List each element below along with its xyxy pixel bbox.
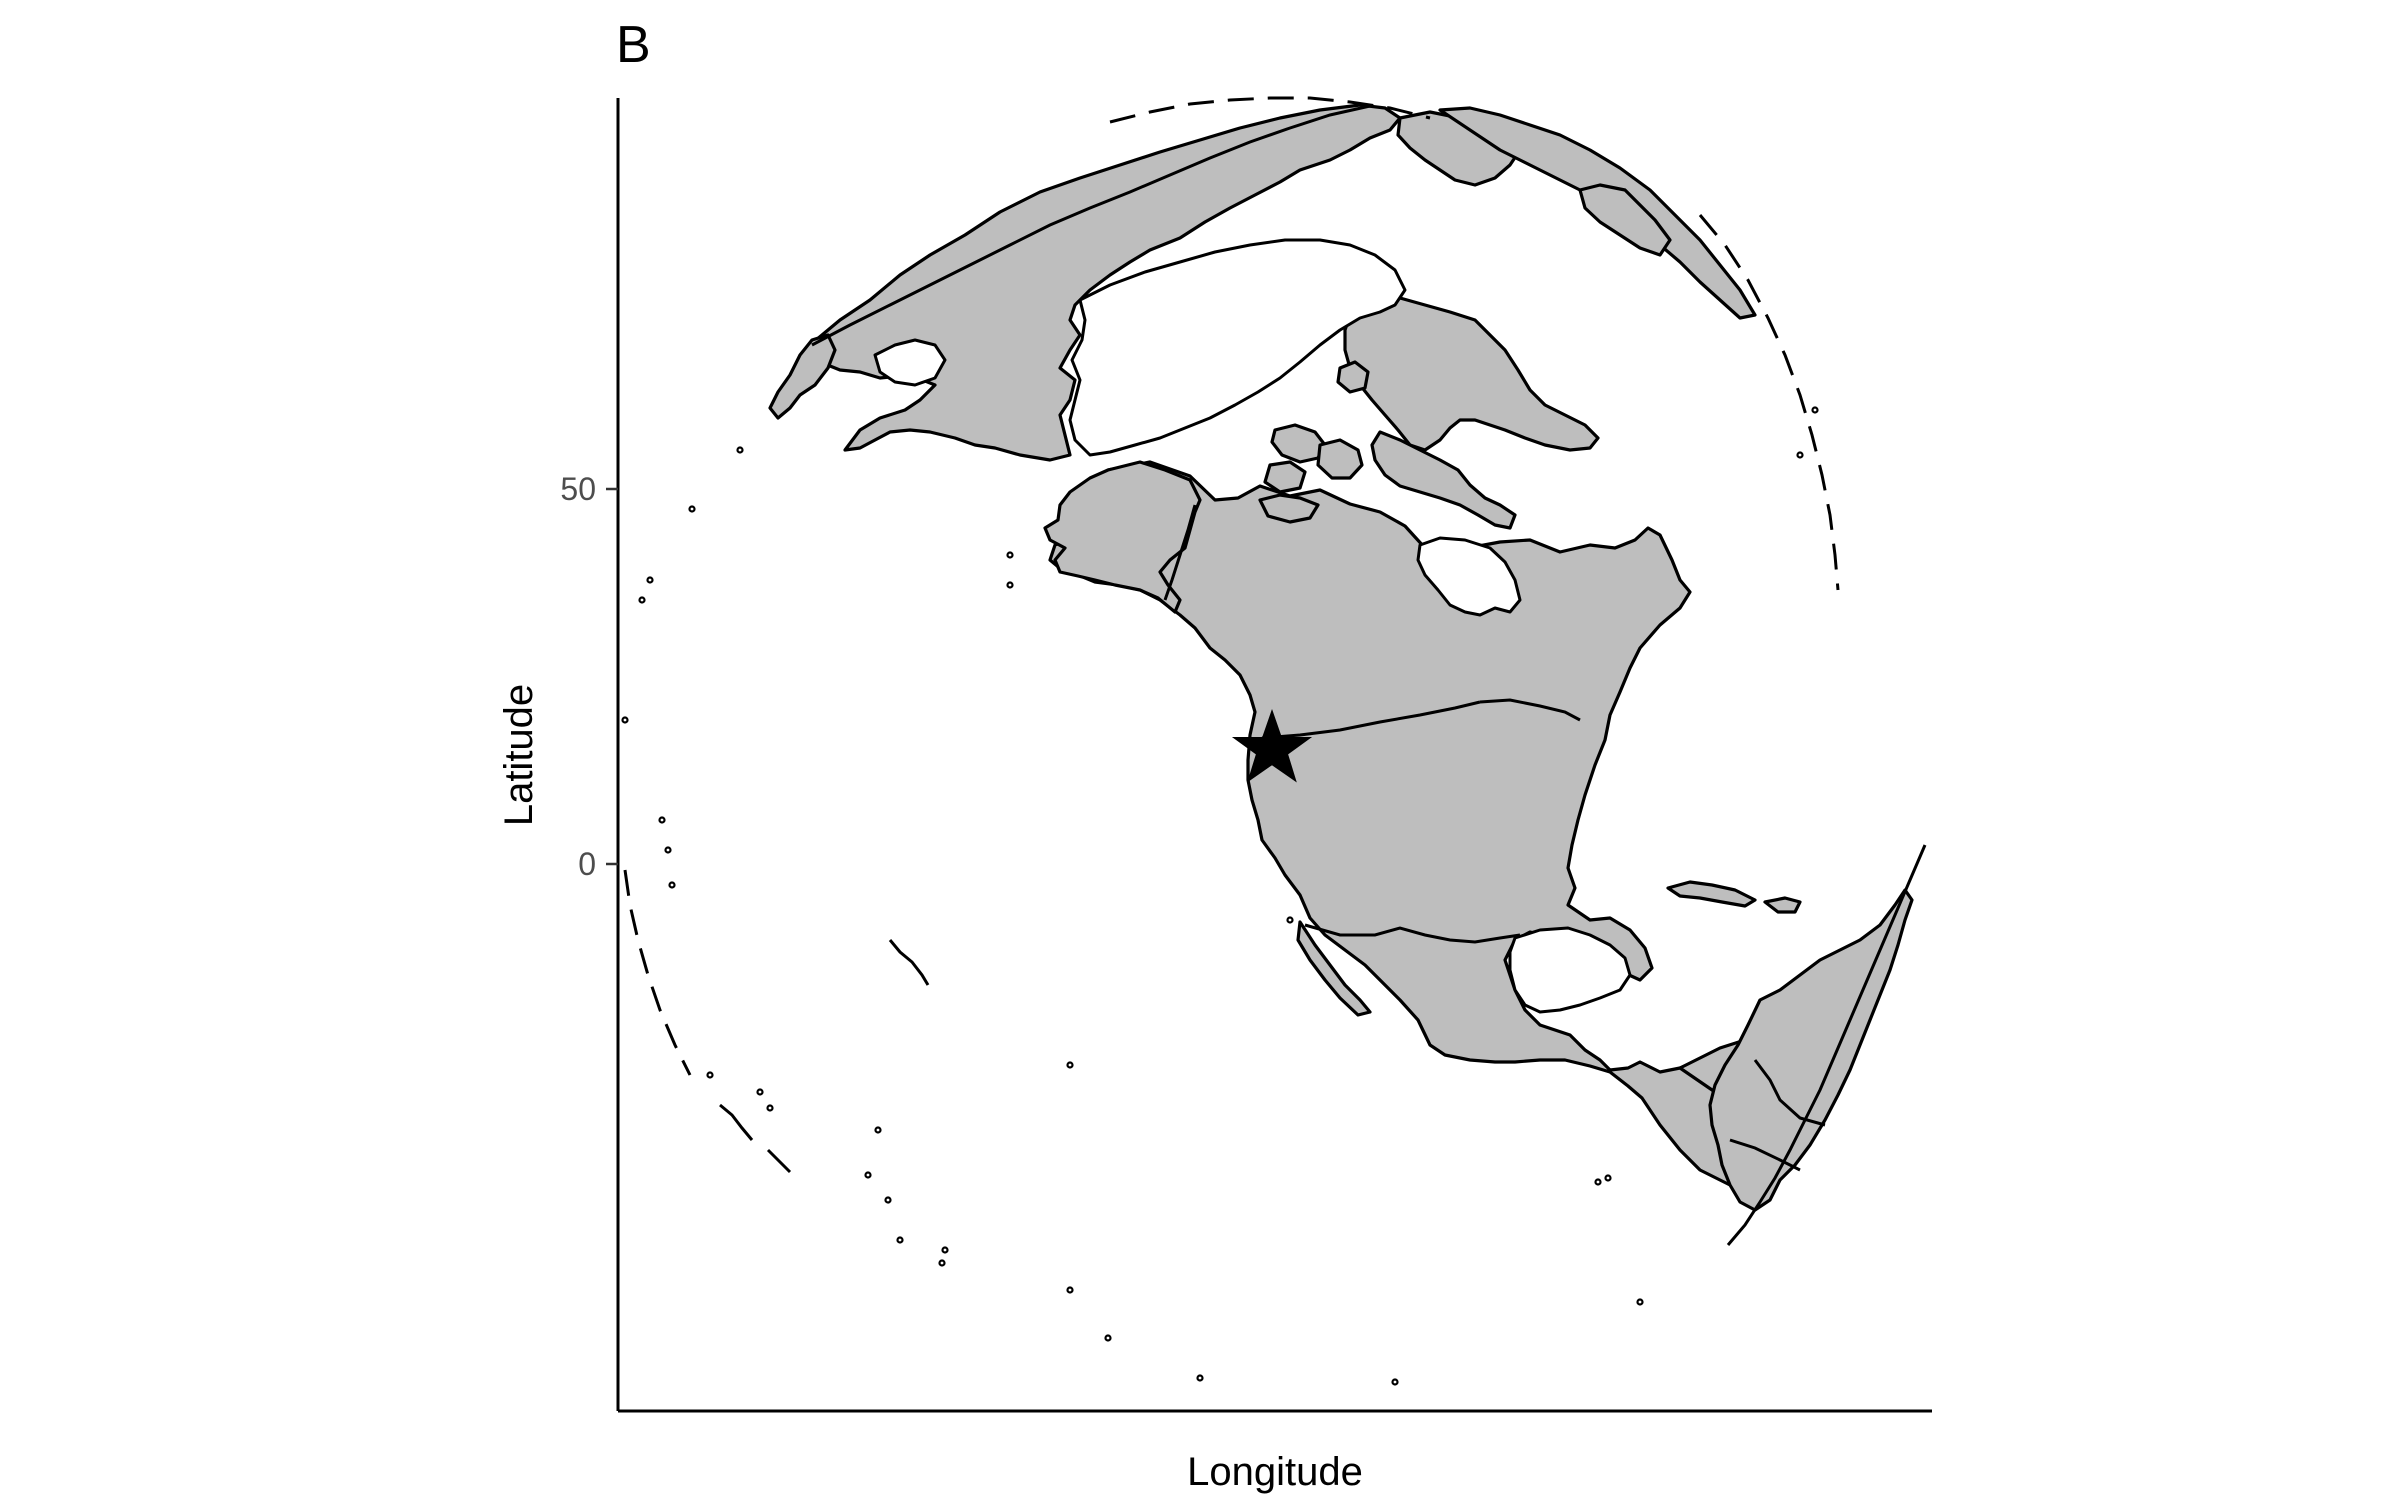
islet bbox=[1811, 406, 1819, 414]
kamchatka bbox=[768, 333, 837, 420]
islet bbox=[1636, 1298, 1644, 1306]
y-ticks: 50 0 bbox=[560, 471, 618, 882]
baja-peninsula bbox=[1296, 920, 1372, 1017]
islet bbox=[706, 1071, 714, 1079]
sea-of-okhotsk bbox=[873, 338, 947, 387]
islet bbox=[1196, 1374, 1204, 1382]
land-layer bbox=[768, 103, 1914, 1212]
islet bbox=[1594, 1178, 1602, 1186]
islet bbox=[646, 576, 654, 584]
us-canada-border bbox=[1261, 700, 1481, 740]
islet bbox=[756, 1088, 764, 1096]
pacific-chain-2 bbox=[766, 1148, 792, 1174]
south-america-edge-line bbox=[1726, 844, 1927, 1246]
borders-layer bbox=[811, 104, 1927, 1246]
arctic-island-4 bbox=[1336, 360, 1370, 394]
x-axis-title: Longitude bbox=[1187, 1450, 1363, 1494]
globe-horizon-top bbox=[1109, 96, 1431, 124]
islet bbox=[688, 505, 696, 513]
islet bbox=[1391, 1378, 1399, 1386]
globe-horizon-left bbox=[623, 869, 692, 1076]
islet bbox=[664, 846, 672, 854]
arctic-ocean-inner bbox=[1068, 238, 1407, 457]
islet bbox=[864, 1171, 872, 1179]
south-america-border-1 bbox=[1753, 1059, 1826, 1127]
islet bbox=[938, 1259, 946, 1267]
islet bbox=[621, 716, 629, 724]
islet bbox=[736, 446, 744, 454]
islet bbox=[1006, 551, 1014, 559]
hawaii-chain bbox=[888, 939, 930, 986]
gulf-of-mexico bbox=[1508, 926, 1632, 1014]
islet bbox=[1104, 1334, 1112, 1342]
islet bbox=[1604, 1174, 1612, 1182]
islet bbox=[638, 596, 646, 604]
siberia-dateline bbox=[811, 104, 1371, 347]
y-tick-label: 0 bbox=[578, 846, 596, 882]
location-star-marker bbox=[1231, 708, 1313, 783]
y-axis-title: Latitude bbox=[497, 684, 541, 826]
islet bbox=[1796, 451, 1804, 459]
islet bbox=[1066, 1286, 1074, 1294]
south-america-border-2 bbox=[1729, 1138, 1801, 1172]
islet bbox=[874, 1126, 882, 1134]
islet bbox=[766, 1104, 774, 1112]
islet bbox=[896, 1236, 904, 1244]
pacific-chain bbox=[719, 1103, 754, 1141]
us-canada-border-east bbox=[1479, 698, 1581, 722]
hispaniola bbox=[1763, 896, 1802, 914]
baffin-island bbox=[1370, 430, 1517, 530]
victoria-island bbox=[1258, 493, 1320, 524]
islet bbox=[1286, 916, 1294, 924]
us-mexico-border bbox=[1304, 923, 1521, 944]
globe-horizon-right bbox=[1698, 214, 1840, 591]
islet bbox=[1006, 581, 1014, 589]
panel-tag: B bbox=[616, 16, 651, 74]
y-tick-label: 50 bbox=[560, 471, 596, 507]
hudson-bay bbox=[1416, 536, 1522, 617]
islands-layer bbox=[621, 406, 1819, 1386]
arctic-island-1 bbox=[1270, 423, 1327, 464]
islet bbox=[1066, 1061, 1074, 1069]
arctic-island-3 bbox=[1263, 460, 1307, 494]
greenland bbox=[1343, 296, 1600, 452]
cuba bbox=[1666, 880, 1757, 908]
alaska-canada-border bbox=[1163, 504, 1197, 601]
islet bbox=[658, 816, 666, 824]
islet bbox=[941, 1246, 949, 1254]
islet bbox=[884, 1196, 892, 1204]
scandinavia-russia-edge bbox=[1438, 106, 1757, 320]
alaska bbox=[1043, 460, 1202, 614]
arctic-island-2 bbox=[1316, 438, 1364, 480]
south-america bbox=[1708, 888, 1914, 1212]
islet bbox=[668, 881, 676, 889]
europe-edge bbox=[1578, 183, 1672, 257]
horizon-layer bbox=[623, 96, 1840, 1076]
water-layer bbox=[873, 238, 1632, 1014]
